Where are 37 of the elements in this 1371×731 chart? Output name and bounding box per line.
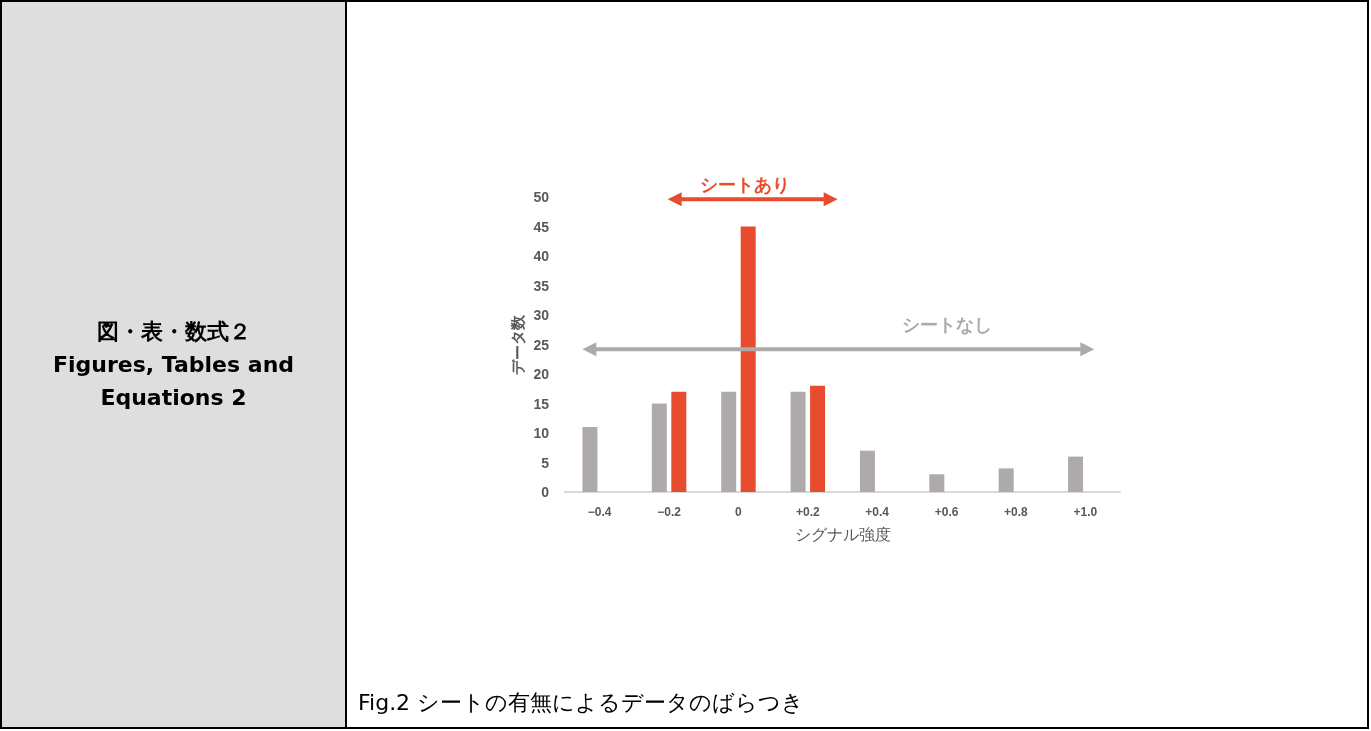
x-tick-label: 0 (735, 505, 743, 519)
x-tick-label: +0.8 (1004, 505, 1029, 519)
bar (582, 427, 598, 492)
x-axis-title: シグナル強度 (794, 524, 891, 544)
y-tick-label: 45 (533, 218, 550, 235)
bar (810, 385, 826, 492)
y-tick-label: 40 (533, 248, 550, 264)
bar (721, 391, 737, 492)
y-tick-label: 25 (533, 336, 550, 353)
y-tick-label: 35 (533, 277, 550, 294)
text: 図・表・数式２ (96, 318, 251, 346)
bar (859, 450, 875, 492)
y-tick-label: 0 (541, 484, 550, 500)
bar (651, 403, 667, 492)
x-tick-label: −0.2 (657, 505, 682, 519)
bar (929, 474, 945, 492)
x-tick-label: +0.2 (795, 505, 820, 519)
bar (790, 391, 806, 492)
x-tick-label: +0.6 (934, 505, 959, 519)
y-tick-label: 50 (533, 189, 550, 205)
x-tick-label: −0.4 (587, 505, 612, 519)
bar (1068, 456, 1084, 492)
x-tick-label: +1.0 (1073, 505, 1098, 519)
bar (740, 226, 756, 492)
y-axis-title: データ数 (509, 313, 526, 375)
bar (671, 391, 687, 492)
text: シートあり (700, 174, 791, 195)
y-tick-label: 15 (533, 395, 550, 412)
y-tick-label: 5 (541, 454, 550, 471)
text: シートなし (901, 315, 992, 336)
y-tick-label: 30 (533, 307, 550, 323)
x-tick-label: +0.4 (865, 505, 890, 519)
bar (998, 468, 1014, 492)
y-tick-label: 20 (533, 366, 550, 382)
y-tick-label: 10 (533, 425, 550, 441)
caption: Fig.2 シートの有無によるデータのばらつき (358, 689, 805, 717)
text: Figures, Tables and Equations 2 (51, 351, 296, 412)
